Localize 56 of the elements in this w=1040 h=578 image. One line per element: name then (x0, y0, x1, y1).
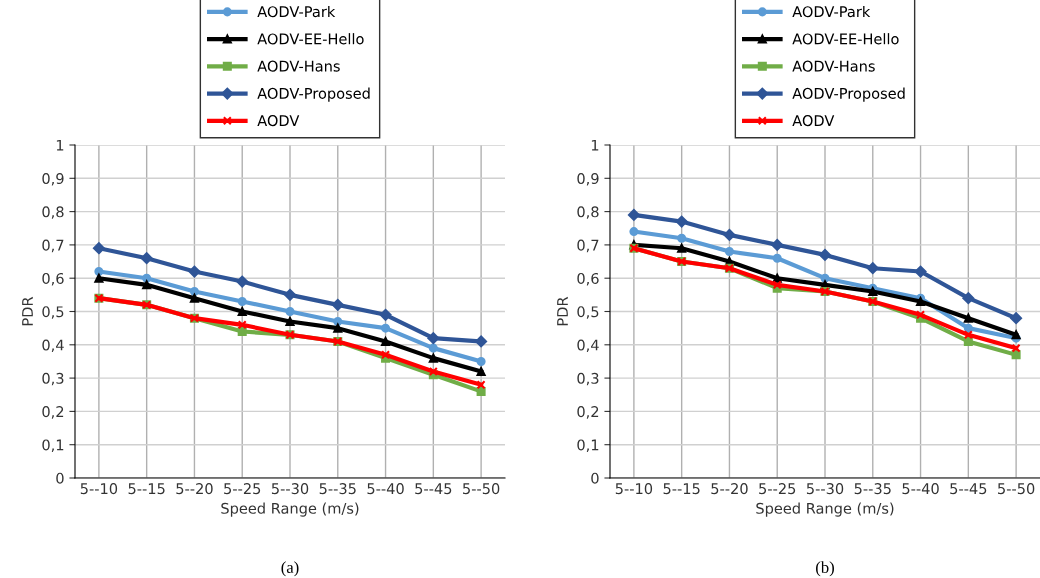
y-tick-label: 0,8 (577, 206, 599, 219)
y-tick-label: 0,5 (577, 306, 599, 319)
y-tick-label: 0,4 (42, 339, 64, 353)
text: (a) (281, 561, 299, 577)
x-tick-label: 5--25 (759, 483, 796, 495)
x-tick-label: 5--25 (224, 483, 261, 495)
x-tick-label: 5--50 (463, 483, 500, 495)
y-tick-label: 0,2 (42, 406, 64, 419)
x-tick-label: 5--45 (415, 483, 452, 495)
legend-label: AODV-Hans (257, 60, 340, 72)
legend-label: AODV (792, 115, 835, 127)
x-tick-label: 5--15 (128, 483, 165, 495)
legend-label: AODV-Proposed (257, 87, 370, 102)
y-tick-label: 0 (591, 472, 599, 484)
y-tick-label: 0,9 (577, 173, 599, 186)
y-tick-label: 0,6 (577, 272, 599, 286)
y-tick-label: 0,7 (577, 239, 599, 253)
x-tick-label: 5--20 (711, 483, 748, 495)
x-tick-label: 5--10 (615, 483, 653, 495)
x-tick-label: 5--35 (319, 483, 356, 495)
x-tick-label: 5--20 (176, 483, 213, 495)
legend-label: AODV-Park (257, 5, 336, 18)
x-tick-label: 5--45 (950, 483, 987, 495)
y-tick-label: 1 (56, 139, 64, 151)
x-tick-label: 5--30 (271, 483, 309, 495)
y-axis-title: PDR (557, 296, 568, 326)
y-tick-label: 0,1 (42, 439, 64, 452)
legend-label: AODV-Proposed (792, 87, 905, 102)
y-tick-label: 0,4 (577, 339, 599, 353)
y-tick-label: 0,9 (42, 173, 64, 186)
y-axis-title: PDR (22, 296, 33, 326)
x-axis-title: Speed Range (m/s) (221, 502, 359, 517)
legend-label: AODV-EE-Hello (257, 33, 364, 45)
y-tick-label: 0,3 (42, 372, 64, 386)
x-tick-label: 5--40 (367, 483, 404, 495)
y-tick-label: 0 (56, 472, 64, 484)
y-tick-label: 0,7 (42, 239, 64, 253)
y-tick-label: 0,1 (577, 439, 599, 452)
x-tick-label: 5--30 (806, 483, 844, 495)
x-tick-label: 5--35 (854, 483, 891, 495)
text: (b) (816, 561, 834, 577)
y-tick-label: 0,3 (577, 372, 599, 386)
x-axis-title: Speed Range (m/s) (756, 502, 894, 517)
y-tick-label: 0,5 (42, 306, 64, 319)
y-tick-label: 0,6 (42, 272, 64, 286)
y-tick-label: 0,8 (42, 206, 64, 219)
legend-label: AODV-Hans (792, 60, 875, 72)
x-tick-label: 5--40 (902, 483, 939, 495)
y-tick-label: 1 (591, 139, 599, 151)
y-tick-label: 0,2 (577, 406, 599, 419)
x-tick-label: 5--50 (998, 483, 1035, 495)
x-tick-label: 5--10 (80, 483, 118, 495)
x-tick-label: 5--15 (663, 483, 700, 495)
legend-label: AODV-Park (792, 5, 871, 18)
legend-label: AODV (257, 115, 300, 127)
legend-label: AODV-EE-Hello (792, 33, 899, 45)
